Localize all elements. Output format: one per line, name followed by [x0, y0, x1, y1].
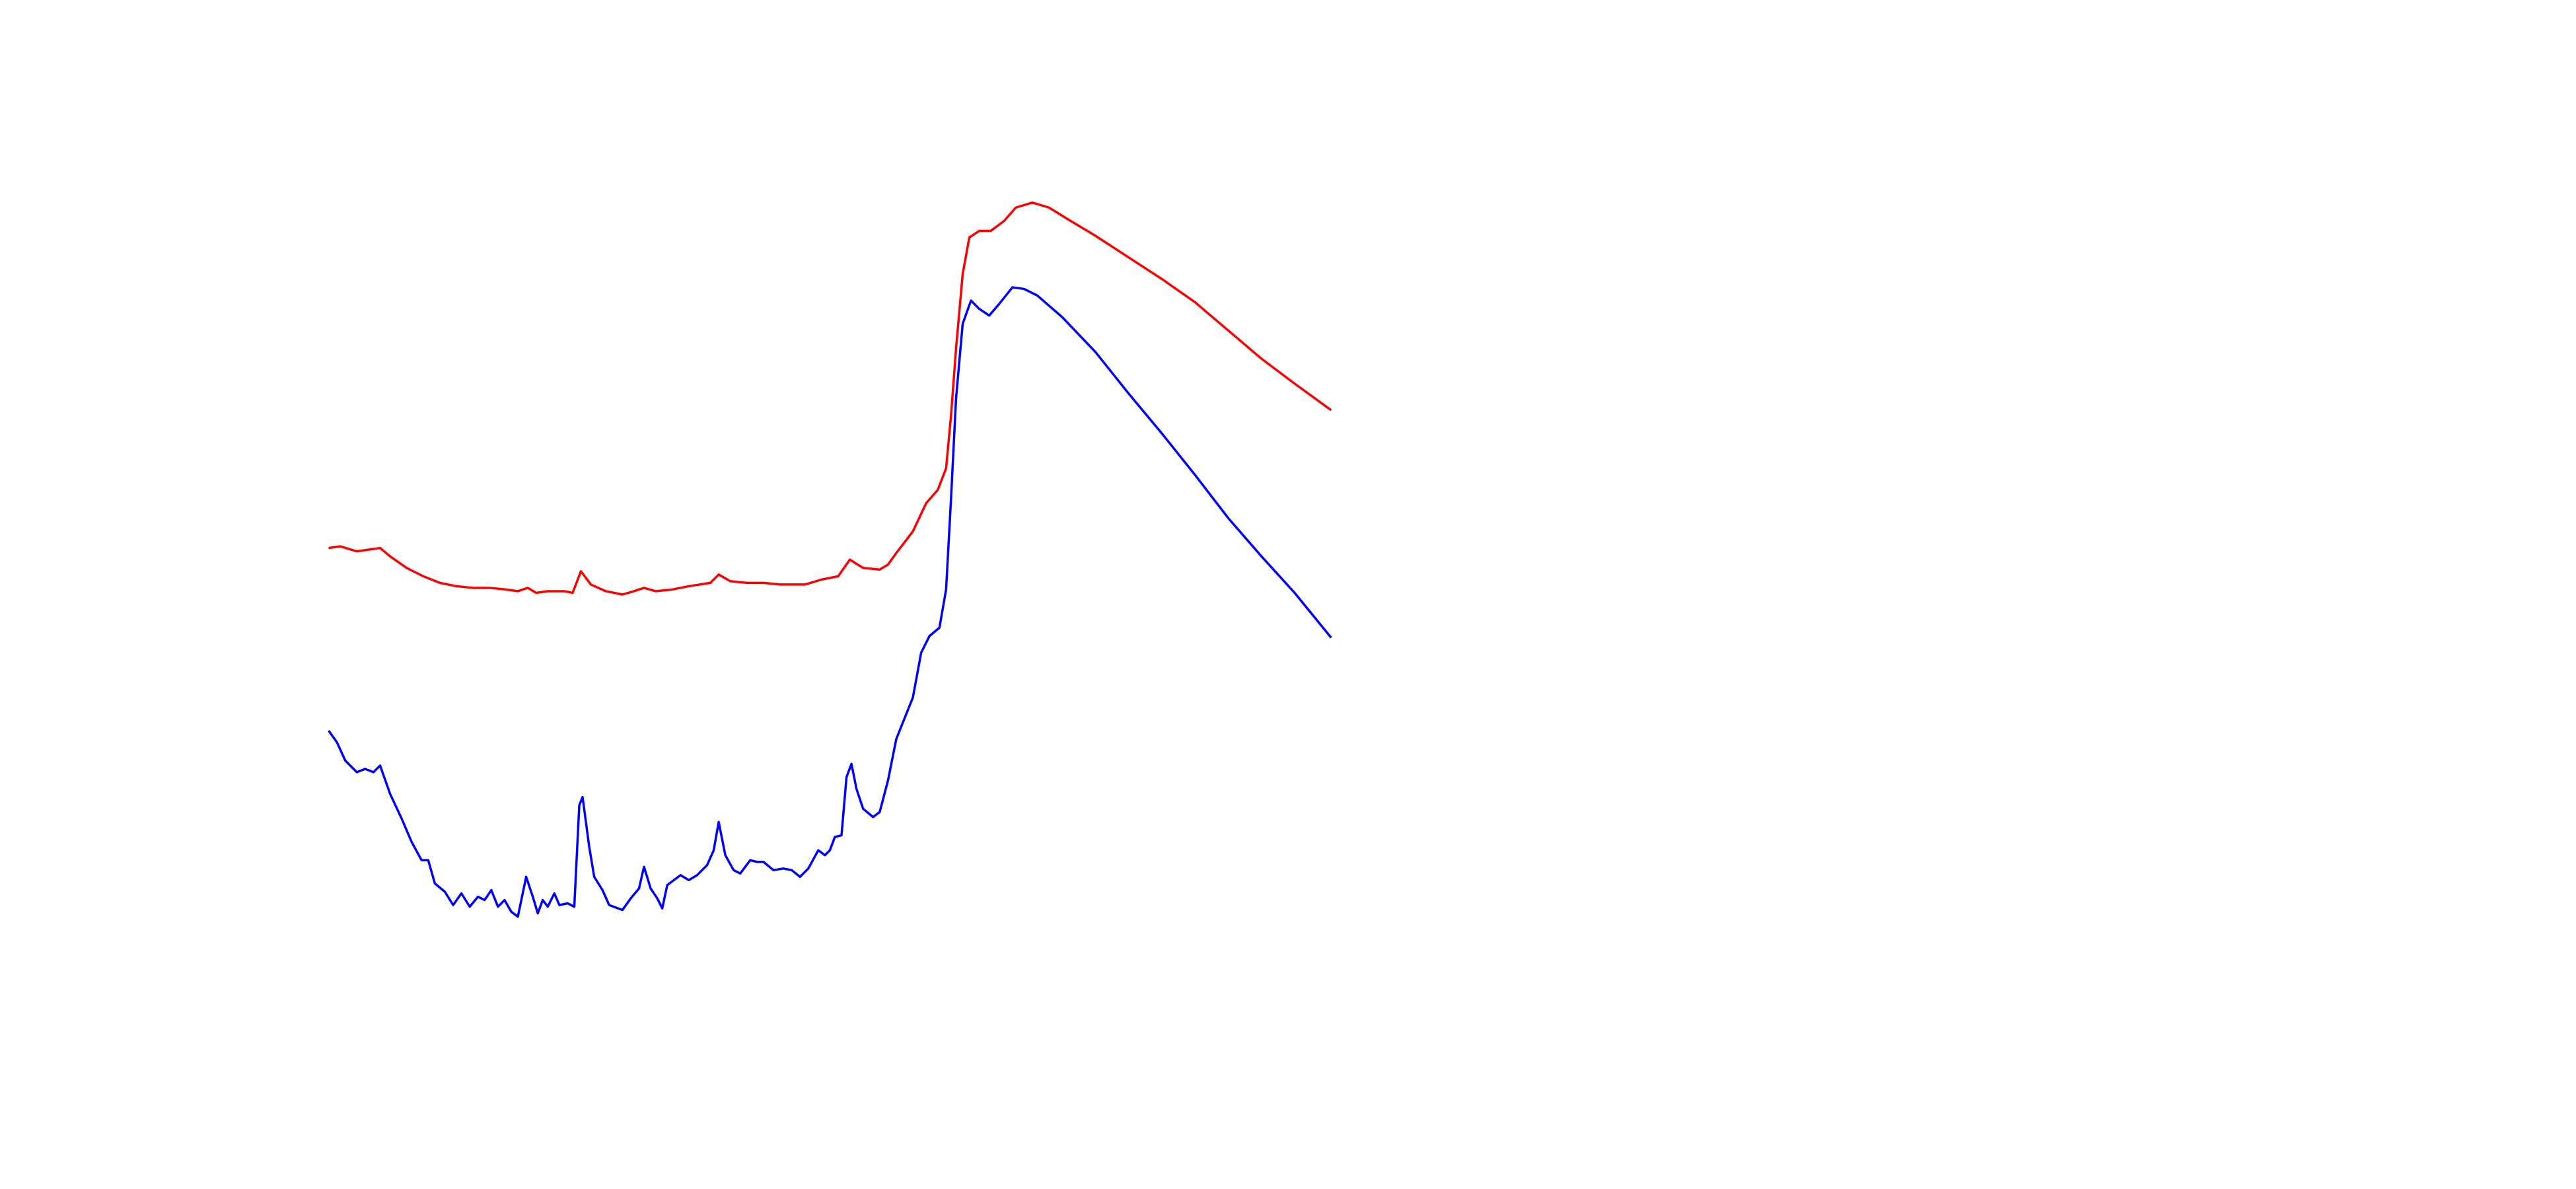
data-line — [328, 201, 1332, 596]
data-line — [328, 286, 1332, 918]
